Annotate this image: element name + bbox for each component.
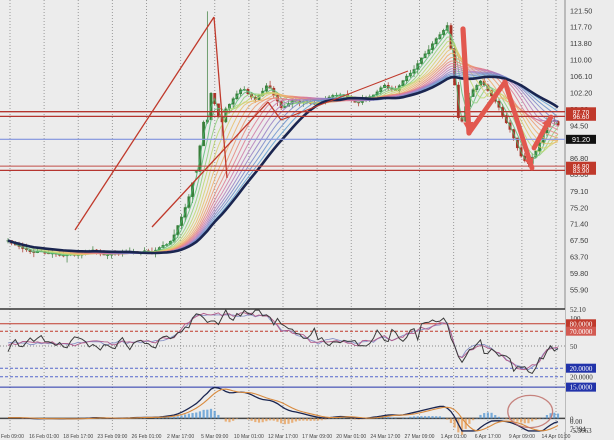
svg-text:63.70: 63.70 [570,252,588,261]
svg-text:102.20: 102.20 [570,89,592,98]
svg-text:86.80: 86.80 [570,154,588,163]
svg-text:6 Apr 17:00: 6 Apr 17:00 [475,434,501,440]
svg-text:15.0000: 15.0000 [570,384,593,392]
svg-text:10 Mar 01:00: 10 Mar 01:00 [234,434,264,440]
svg-text:52.10: 52.10 [570,306,586,314]
svg-text:110.00: 110.00 [570,55,592,64]
svg-text:113.80: 113.80 [570,39,592,48]
svg-text:24 Mar 17:00: 24 Mar 17:00 [370,434,400,440]
svg-text:20.0000: 20.0000 [570,365,593,373]
svg-text:70.0000: 70.0000 [570,328,593,336]
svg-text:20.0000: 20.0000 [570,374,593,382]
svg-text:83.90: 83.90 [573,168,590,175]
svg-text:26 Feb 01:00: 26 Feb 01:00 [131,434,161,440]
svg-text:18 Feb 17:00: 18 Feb 17:00 [63,434,93,440]
svg-text:2 Mar 17:00: 2 Mar 17:00 [167,434,194,440]
svg-text:106.10: 106.10 [570,72,592,81]
svg-text:96.60: 96.60 [573,114,590,121]
svg-text:27 Mar 09:00: 27 Mar 09:00 [404,434,434,440]
svg-text:79.10: 79.10 [570,187,588,196]
svg-text:67.50: 67.50 [570,236,588,245]
svg-text:121.50: 121.50 [570,7,592,16]
svg-text:50: 50 [570,343,578,351]
svg-text:91.20: 91.20 [572,135,590,144]
svg-text:Feb 09:00: Feb 09:00 [1,434,24,440]
svg-text:9 Apr 09:00: 9 Apr 09:00 [509,434,535,440]
svg-text:75.20: 75.20 [570,203,588,212]
svg-text:5 Mar 09:00: 5 Mar 09:00 [201,434,228,440]
svg-text:16 Feb 01:00: 16 Feb 01:00 [29,434,59,440]
svg-text:94.50: 94.50 [570,121,588,130]
svg-text:-5.3663: -5.3663 [570,427,592,435]
svg-text:71.40: 71.40 [570,220,588,229]
svg-text:14 Apr 01:00: 14 Apr 01:00 [542,434,571,440]
svg-text:17 Mar 09:00: 17 Mar 09:00 [302,434,332,440]
svg-text:23 Feb 09:00: 23 Feb 09:00 [97,434,127,440]
svg-text:59.80: 59.80 [570,269,588,278]
svg-text:12 Mar 17:00: 12 Mar 17:00 [268,434,298,440]
svg-text:0.00: 0.00 [570,418,583,426]
svg-text:117.70: 117.70 [570,23,592,32]
svg-text:20 Mar 01:00: 20 Mar 01:00 [336,434,366,440]
svg-text:55.90: 55.90 [570,285,588,294]
